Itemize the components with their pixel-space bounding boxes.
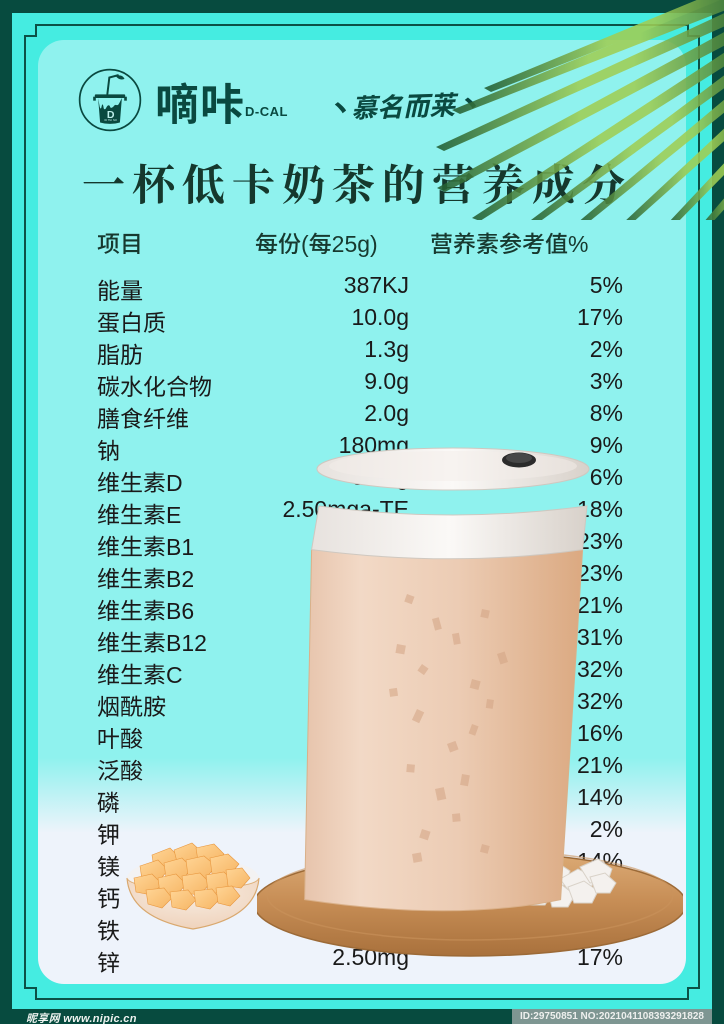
svg-text:ID TM. NO: ID TM. NO	[104, 118, 117, 122]
